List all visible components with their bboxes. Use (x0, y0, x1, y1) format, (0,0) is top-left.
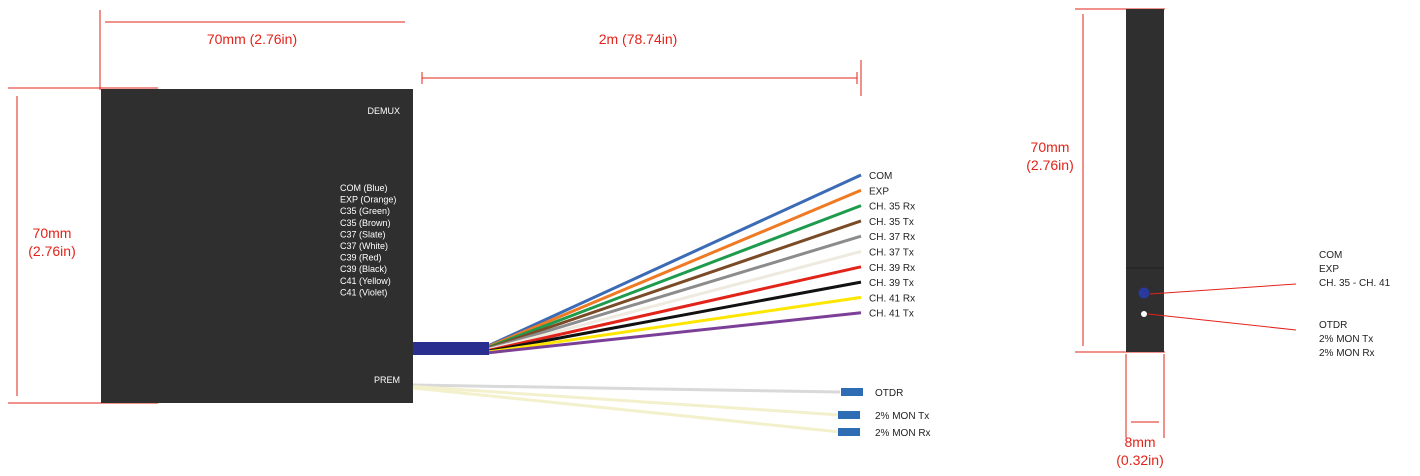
fiber-color-item: EXP (Orange) (340, 195, 396, 205)
prem-fiber-label: 2% MON Rx (875, 428, 931, 439)
side-port-white (1141, 311, 1147, 317)
side-height-label-in: (2.76in) (1026, 157, 1073, 173)
prem-fiber-line (412, 386, 841, 434)
fiber-color-item: C37 (Slate) (340, 229, 386, 239)
cable-length-label: 2m (78.74in) (599, 31, 678, 47)
depth-label-mm: 8mm (1124, 434, 1155, 450)
prem-connectors (838, 388, 863, 436)
fiber-label: CH. 37 Rx (869, 232, 915, 243)
fiber-color-legend: COM (Blue) EXP (Orange)C35 (Green) C35 (Br… (340, 183, 396, 297)
prem-fiber-labels: OTDR 2% MON Tx 2% MON Rx (875, 388, 931, 439)
side-port2-leader (1147, 313, 1297, 331)
prem-label: PREM (374, 375, 400, 385)
side-port1-label-2: EXP (1319, 264, 1339, 275)
fiber-label: EXP (869, 186, 889, 197)
prem-fiber-line (412, 385, 841, 417)
side-port1-leader (1149, 283, 1297, 295)
fiber-color-item: C41 (Yellow) (340, 276, 391, 286)
fiber-label: CH. 35 Rx (869, 202, 915, 213)
side-port1-label-3: CH. 35 - CH. 41 (1319, 278, 1391, 289)
fiber-line (488, 234, 862, 351)
prem-fiber-fanout (412, 383, 841, 434)
fiber-color-item: C37 (White) (340, 241, 388, 251)
fiber-label: COM (869, 171, 892, 182)
fiber-line (488, 173, 862, 347)
fiber-line (488, 295, 862, 354)
demux-module-body (101, 89, 413, 403)
fiber-label: CH. 35 Tx (869, 217, 914, 228)
height-dimension-label-mm: 70mm (33, 225, 72, 241)
fiber-label: CH. 37 Tx (869, 248, 914, 259)
prem-fiber-label: OTDR (875, 388, 903, 399)
fiber-label: CH. 41 Rx (869, 293, 915, 304)
side-port2-label-3: 2% MON Rx (1319, 348, 1375, 359)
fiber-line (488, 204, 862, 349)
side-view-module-body (1126, 9, 1164, 352)
fiber-color-item: C39 (Black) (340, 264, 387, 274)
fiber-line (488, 280, 862, 353)
side-port2-label-2: 2% MON Tx (1319, 334, 1373, 345)
fiber-line (488, 311, 862, 355)
fiber-line (488, 219, 862, 350)
fiber-color-item: C35 (Green) (340, 206, 390, 216)
fiber-color-item: C35 (Brown) (340, 218, 391, 228)
width-dimension-label: 70mm (2.76in) (207, 31, 297, 47)
fiber-color-item: C39 (Red) (340, 253, 382, 263)
depth-label-in: (0.32in) (1116, 452, 1163, 468)
side-port-blue (1138, 287, 1150, 299)
prem-fiber-line (412, 383, 841, 394)
fiber-label: CH. 39 Tx (869, 278, 914, 289)
side-port1-label-1: COM (1319, 250, 1342, 261)
height-dimension-label-in: (2.76in) (28, 243, 75, 259)
prem-fiber-label: 2% MON Tx (875, 411, 929, 422)
prem-fiber-connector (838, 428, 860, 436)
fiber-line (488, 250, 862, 351)
demux-fiber-labels: COM EXP CH. 35 Rx CH. 35 Tx CH. 37 Rx CH. 37 … (869, 171, 915, 320)
prem-fiber-connector (838, 411, 860, 419)
demux-fiber-fanout (488, 173, 862, 355)
fiber-boot (413, 342, 489, 355)
fiber-label: CH. 41 Tx (869, 309, 914, 320)
fiber-label: CH. 39 Rx (869, 263, 915, 274)
side-height-label-mm: 70mm (1031, 139, 1070, 155)
side-port2-label-1: OTDR (1319, 320, 1347, 331)
fiber-color-item: COM (Blue) (340, 183, 388, 193)
fiber-line (488, 188, 862, 348)
fiber-line (488, 265, 862, 352)
prem-fiber-connector (841, 388, 863, 396)
demux-label: DEMUX (367, 106, 400, 116)
fiber-color-item: C41 (Violet) (340, 287, 387, 297)
